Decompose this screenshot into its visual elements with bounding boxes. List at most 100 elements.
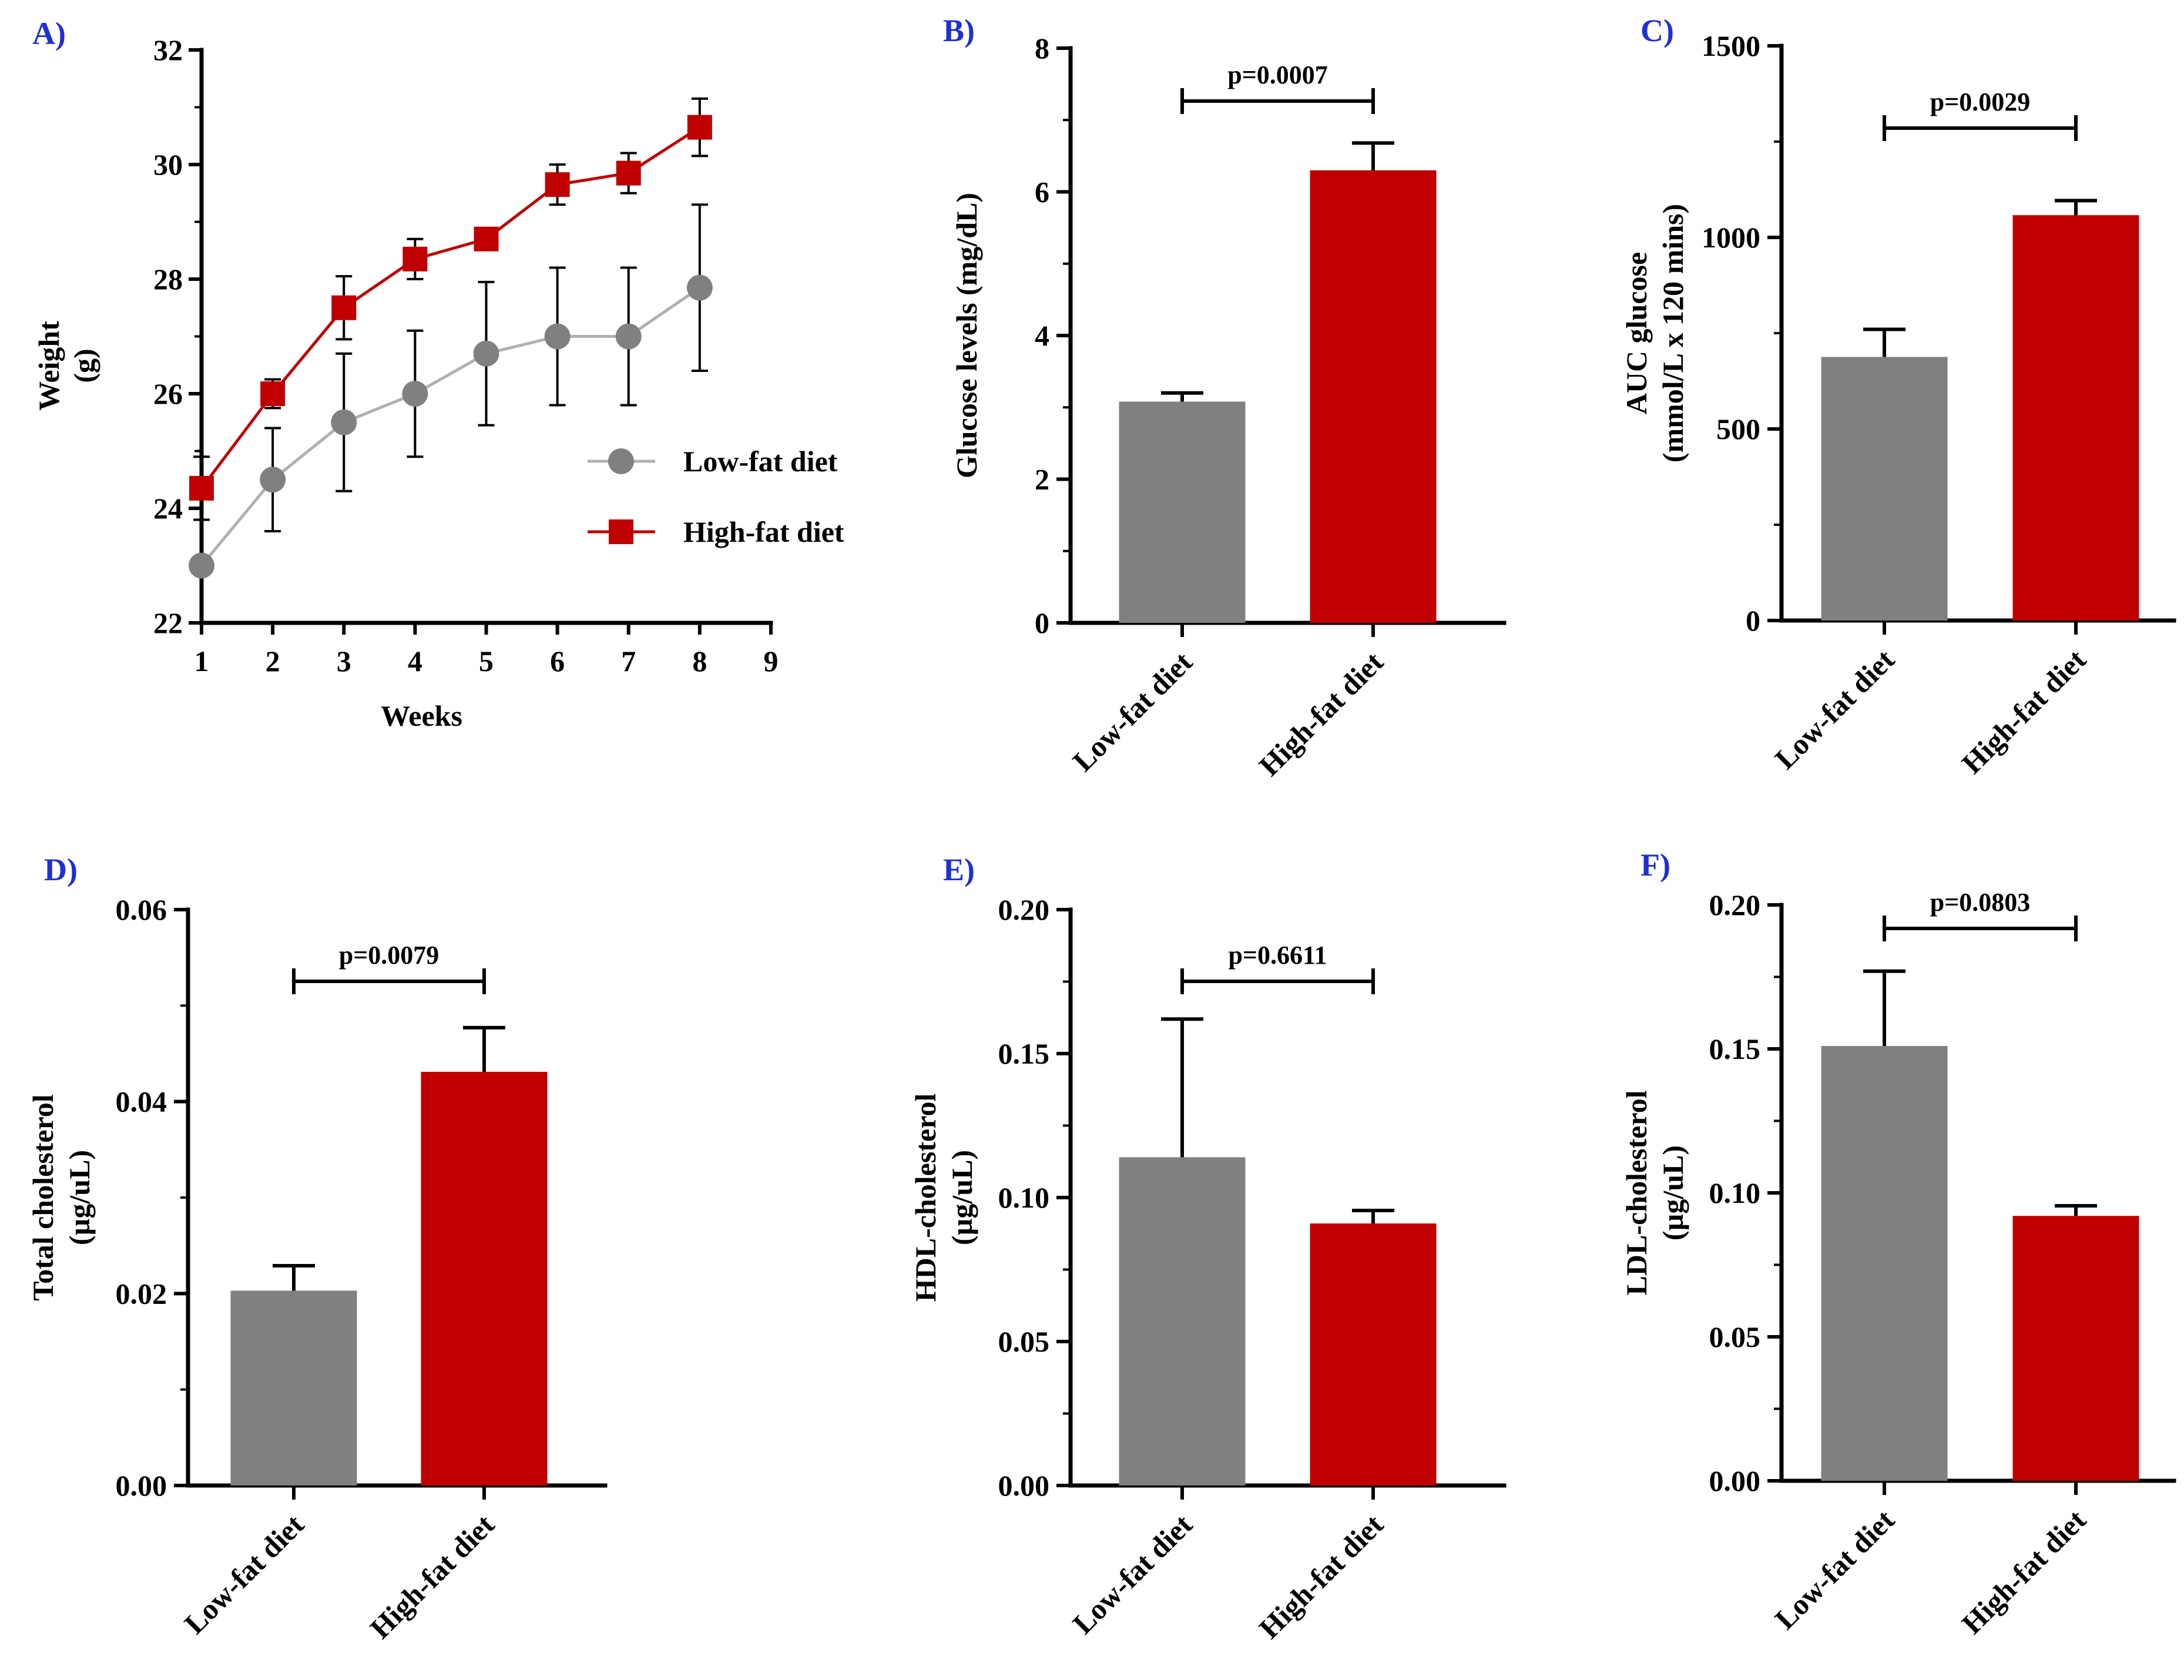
category-label-group: Low-fat diet [178,1508,310,1640]
panel-label-d: D) [44,852,78,887]
y-axis-label-line: (µg/uL) [63,1150,96,1245]
panel-label-a: A) [32,16,66,51]
y-tick-label: 0.15 [998,1037,1050,1070]
category-label: Low-fat diet [1066,1508,1199,1640]
bar-high-fat [2012,215,2139,621]
legend-marker-circle [608,448,634,474]
panel-label-b: B) [943,13,975,48]
y-tick-label-a: 30 [153,148,183,181]
y-tick-label: 8 [1035,32,1049,65]
bar-high-fat [421,1072,548,1485]
x-tick-label-a: 2 [266,645,280,678]
data-point-circle [615,323,642,350]
p-value-label: p=0.0079 [339,941,440,970]
y-tick-label: 0.06 [116,893,167,926]
legend-a: Low-fat diet High-fat diet [588,445,844,548]
legend-marker-square [609,519,633,544]
y-axis-label: LDL-cholesterol (µg/uL) [1620,1090,1689,1295]
panel-label-e: E) [943,852,975,887]
bar-high-fat [1310,1223,1437,1485]
legend-label: High-fat diet [683,515,844,548]
y-tick-label: 6 [1035,176,1049,209]
bar-high-fat [1310,170,1437,623]
legend-label: Low-fat diet [683,445,838,478]
data-point-circle [260,467,286,493]
x-tick-label-a: 7 [621,645,636,678]
data-point-square [402,246,428,271]
y-tick-label: 1000 [1702,221,1760,254]
panel-f: F) 0.00 0.05 0.10 0.15 0.20 LDL-cholesterol (µg… [1620,847,2176,1640]
series-low-fat [189,203,713,579]
category-label-group: High-fat diet [1955,1503,2092,1640]
y-tick-label-a: 24 [153,492,183,525]
y-axis-label-line: HDL-cholesterol [909,1094,942,1302]
bar-low-fat [1821,1046,1948,1481]
data-point-square [616,160,641,186]
y-tick-label: 0.02 [116,1277,167,1310]
y-tick-label: 0.00 [998,1469,1050,1502]
data-point-circle [402,381,428,407]
category-label-group: High-fat diet [1955,643,2092,780]
panel-label-c: C) [1640,13,1674,48]
y-axis-label: Total cholesterol (µg/uL) [26,1094,96,1300]
y-tick-label: 0.10 [1709,1176,1761,1209]
data-point-circle [331,409,357,435]
data-point-square [545,172,570,197]
data-point-circle [686,274,713,301]
bar-low-fat [1821,357,1948,621]
data-point-square [687,115,712,140]
y-tick-label-a: 32 [153,33,183,66]
x-axis-label-a: Weeks [381,699,462,732]
y-axis-label-line1-a: Weight [32,321,65,411]
y-tick-label: 0 [1035,606,1049,639]
category-label: High-fat diet [1955,643,2092,780]
panel-b: B) 0 2 4 6 8 Glucose levels (mg/dL) Low-fat die… [943,13,1507,782]
bar-low-fat [1119,401,1246,623]
y-axis-label-a: Weight (g) [32,321,100,411]
y-tick-label-a: 22 [153,606,183,639]
category-label-group: Low-fat diet [1066,645,1199,777]
y-axis-label-line: Glucose levels (mg/dL) [950,193,983,478]
bar-low-fat [230,1290,357,1485]
bar-low-fat [1119,1157,1246,1485]
x-tick-label-a: 9 [764,645,779,678]
y-axis-label-line: AUC glucose [1620,252,1653,414]
y-tick-label: 0.00 [116,1469,167,1502]
y-axis-label: HDL-cholesterol (µg/uL) [909,1094,978,1302]
y-tick-label-a: 26 [153,377,183,410]
p-value-label: p=0.0029 [1930,88,2031,116]
y-axis-label-line: (µg/uL) [945,1150,978,1245]
x-tick-label-a: 4 [408,645,422,678]
p-value-label: p=0.0803 [1930,888,2031,917]
x-tick-label-a: 1 [194,645,209,678]
data-point-square [189,475,214,501]
y-tick-label-a: 28 [153,263,183,296]
x-tick-label-a: 3 [337,645,351,678]
category-label: Low-fat diet [1769,643,1901,775]
category-label: High-fat diet [1253,1508,1390,1645]
y-tick-label: 0.15 [1709,1032,1761,1065]
y-tick-label: 0.10 [998,1181,1050,1214]
category-label: High-fat diet [1955,1503,2092,1640]
y-tick-label: 0.04 [116,1085,167,1118]
y-tick-label: 0.20 [1709,888,1761,921]
x-tick-label-a: 6 [550,645,565,678]
panel-c: C) 0 500 1000 1500 AUC glucose (mmol/L x 120 m… [1620,13,2176,780]
data-point-square [474,226,499,252]
category-label: Low-fat diet [178,1508,310,1640]
category-label-group: Low-fat diet [1066,1508,1199,1640]
y-tick-label: 0.00 [1709,1464,1761,1497]
y-axis-label-line: (mmol/L x 120 mins) [1656,204,1689,462]
y-axis-label: Glucose levels (mg/dL) [950,193,983,478]
x-tick-label-a: 5 [479,645,494,678]
category-label: High-fat diet [1253,645,1390,782]
y-tick-label: 0.05 [1709,1320,1761,1353]
data-point-square [331,295,357,320]
y-axis-label-line2-a: (g) [68,348,100,383]
category-label: Low-fat diet [1066,645,1199,777]
y-axis-label-line: (µg/uL) [1656,1145,1689,1240]
p-value-label: p=0.0007 [1227,61,1328,89]
y-tick-label: 4 [1035,319,1049,352]
category-label: High-fat diet [364,1508,501,1645]
